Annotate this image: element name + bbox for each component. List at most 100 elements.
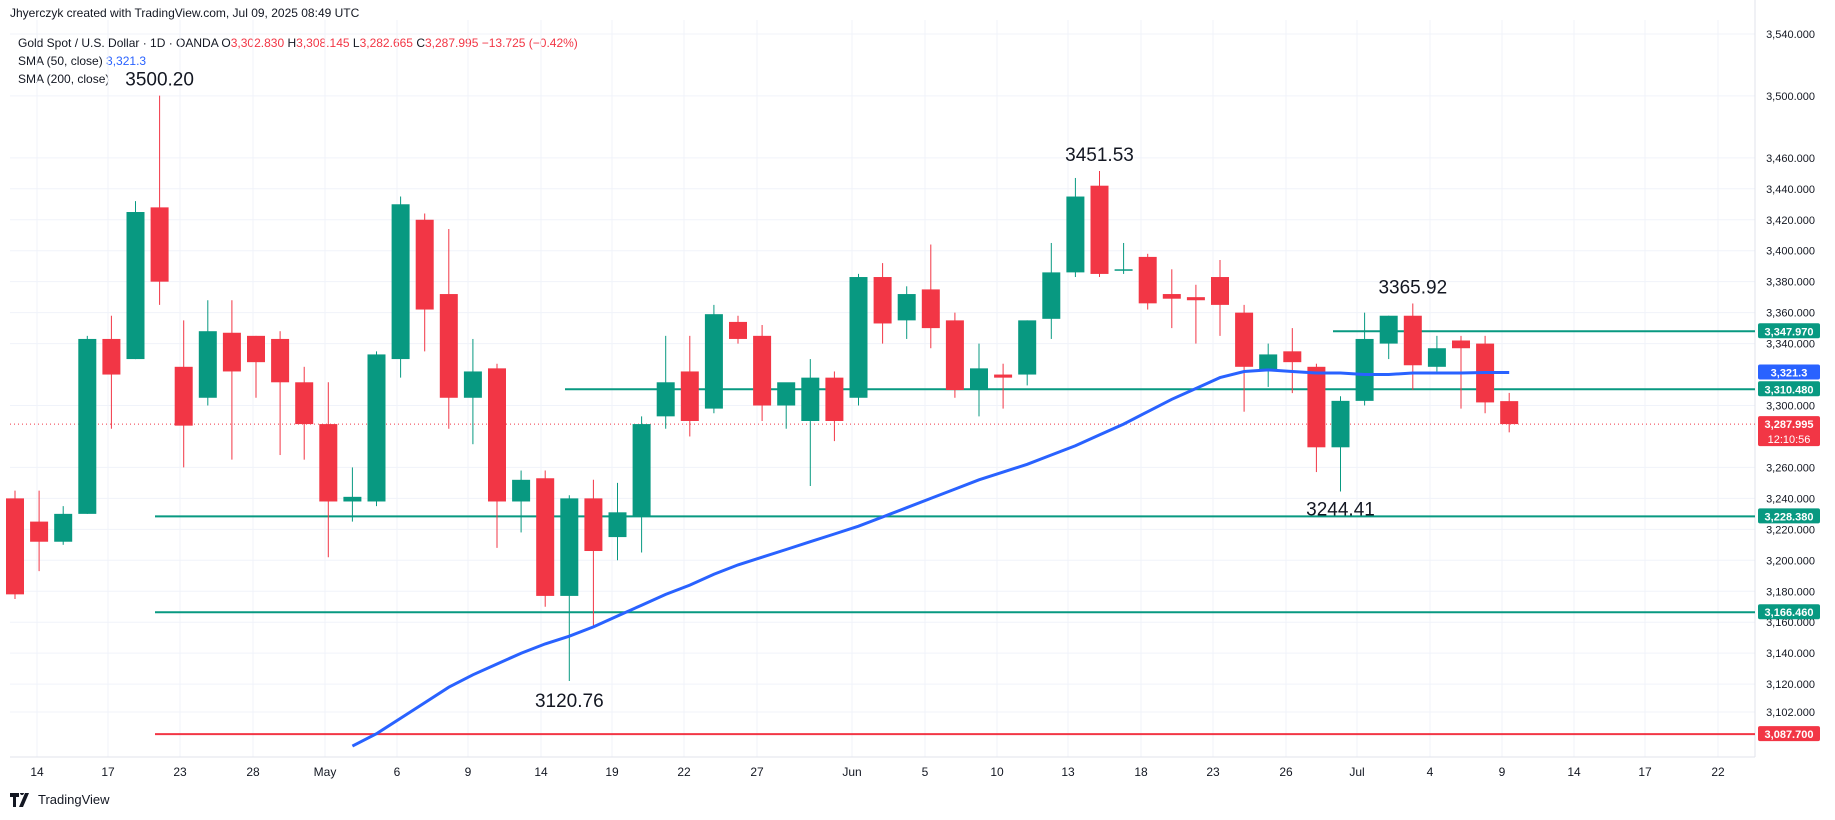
candle-body (945, 320, 964, 391)
sma50-label[interactable]: SMA (50, close) (18, 54, 103, 68)
candle-body (729, 321, 747, 339)
candle-body (6, 498, 24, 595)
candle-body (319, 424, 338, 502)
price-annotation: 3451.53 (1065, 145, 1134, 166)
candle (1235, 304, 1254, 412)
candle-body (1307, 366, 1326, 448)
price-annotations: 3500.20 3451.53 3365.92 3244.41 3120.76 (125, 70, 1447, 712)
level-tag: 3,310.480 (1758, 381, 1820, 397)
chart-legend: Gold Spot / U.S. Dollar · 1D · OANDA O3,… (18, 34, 578, 88)
time-tick-label: 9 (465, 765, 472, 779)
candle (1331, 396, 1350, 492)
price-tick-label: 3,380.000 (1766, 277, 1815, 289)
candle-body (150, 207, 169, 282)
candle (1090, 170, 1109, 278)
symbol-name[interactable]: Gold Spot / U.S. Dollar · 1D · OANDA (18, 36, 219, 50)
candle-body (680, 371, 699, 421)
sma200-row[interactable]: SMA (200, close) (18, 70, 578, 88)
low-label: L (352, 36, 360, 50)
candle-body (391, 204, 410, 360)
candle (1403, 303, 1422, 391)
level-tag-bg (1758, 604, 1820, 620)
candle-body (1331, 400, 1350, 448)
price-tick-label: 3,180.000 (1766, 586, 1815, 598)
ohlc-values: O3,302.830 H3,308.145 L3,282.665 C3,287.… (221, 36, 577, 50)
price-tick-label: 3,420.000 (1766, 215, 1815, 227)
time-tick-label: 9 (1499, 765, 1506, 779)
candle-body (536, 478, 555, 596)
time-tick-label: 14 (1567, 765, 1581, 779)
candle (439, 229, 458, 429)
time-tick-label: 26 (1279, 765, 1293, 779)
time-tick-label: 17 (1638, 765, 1652, 779)
symbol-row[interactable]: Gold Spot / U.S. Dollar · 1D · OANDA O3,… (18, 34, 578, 52)
candle (1162, 269, 1181, 329)
time-tick-label: 28 (246, 765, 260, 779)
close-value: 3,287.995 (424, 36, 479, 50)
candle-body (222, 332, 241, 372)
price-tick-label: 3,500.000 (1766, 91, 1815, 103)
sma50-line (351, 368, 1510, 748)
sma50-value: 3,321.3 (106, 54, 147, 68)
candle (54, 506, 73, 545)
candle-body (198, 331, 217, 398)
high-value: 3,308.145 (296, 36, 350, 50)
candle (777, 382, 796, 429)
candle (319, 382, 338, 558)
candle (295, 366, 314, 460)
time-tick-label: 6 (394, 765, 401, 779)
price-tick-label: 3,160.000 (1766, 617, 1815, 629)
candle (680, 335, 699, 437)
candle-body (1283, 351, 1302, 363)
sma50-series (351, 368, 1510, 748)
candle-body (632, 424, 651, 517)
candle-body (1090, 185, 1109, 274)
candle-body (295, 382, 314, 425)
price-tick-label: 3,400.000 (1766, 246, 1815, 258)
price-tag: 3,287.995 12:10:56 (1758, 416, 1820, 447)
candle-body (1066, 196, 1085, 273)
candle-body (753, 335, 772, 406)
time-tick-label: 18 (1134, 765, 1148, 779)
candle-body (30, 521, 49, 542)
candle (704, 304, 723, 414)
price-tag-bg (1758, 364, 1820, 380)
time-tick-label: 13 (1061, 765, 1075, 779)
candle-body (656, 382, 675, 417)
candle-body (1452, 340, 1470, 349)
candle-body (174, 366, 193, 426)
high-label: H (287, 36, 297, 50)
level-tag: 3,166.460 (1758, 604, 1820, 620)
candle-body (343, 496, 362, 502)
low-value: 3,282.665 (359, 36, 413, 50)
sma50-row[interactable]: SMA (50, close) 3,321.3 (18, 52, 578, 70)
candle-body (1114, 269, 1133, 271)
candle-body (777, 382, 796, 406)
time-tick-label: 14 (534, 765, 548, 779)
candle-body (849, 277, 868, 398)
sma200-label[interactable]: SMA (200, close) (18, 72, 110, 86)
candle (1283, 328, 1302, 394)
candle (994, 363, 1013, 409)
candle-body (415, 219, 434, 310)
price-annotation: 3244.41 (1306, 500, 1375, 521)
time-tick-label: 22 (677, 765, 691, 779)
price-tick-label: 3,340.000 (1766, 339, 1815, 351)
time-tick-label: May (314, 765, 337, 779)
candle (198, 300, 217, 406)
candle (970, 343, 988, 417)
candle-body (1403, 315, 1422, 366)
tradingview-brand[interactable]: TradingView (10, 792, 110, 807)
candle (560, 495, 579, 682)
price-chart[interactable]: 3500.20 3451.53 3365.92 3244.41 3120.76 3,54… (0, 0, 1835, 790)
candlestick-series (6, 95, 1519, 682)
level-tag-label: 3,087.700 (1765, 729, 1814, 741)
candle (801, 359, 820, 486)
price-tag-label: 3,321.3 (1771, 368, 1808, 380)
candle-body (608, 512, 627, 538)
candle (1114, 242, 1133, 274)
level-tag-bg (1758, 381, 1820, 397)
candle-body (801, 377, 820, 421)
time-axis[interactable]: 14 17 23 28 May 6 9 14 19 22 27 Jun 5 10 13 18 23 26 Jul 4 9… (30, 765, 1725, 779)
price-axis[interactable]: 3,540.000 3,500.000 3,460.000 3,440.000 3,42… (1766, 29, 1815, 719)
